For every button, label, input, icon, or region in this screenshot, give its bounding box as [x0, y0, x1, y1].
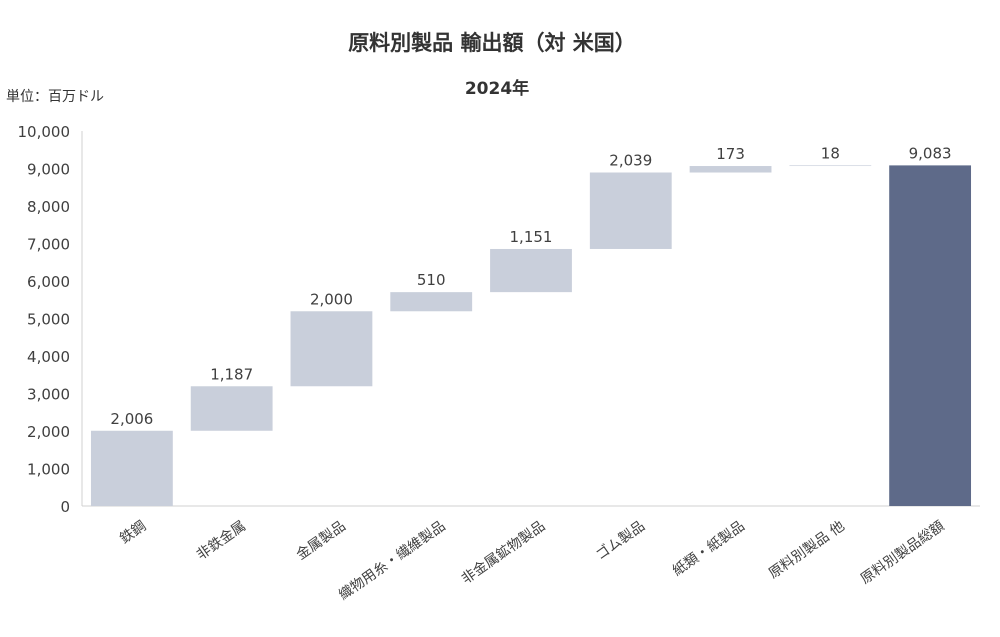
bars: [90, 165, 972, 506]
bar: [490, 248, 572, 293]
data-label: 510: [417, 271, 446, 289]
x-tick-label: 非金属鉱物製品: [458, 517, 548, 587]
y-tick-label: 7,000: [27, 236, 70, 254]
data-label: 1,187: [210, 365, 253, 383]
chart-title: 原料別製品 輸出額（対 米国）: [348, 31, 636, 55]
y-tick-label: 5,000: [27, 311, 70, 329]
y-tick-label: 3,000: [27, 386, 70, 404]
bar: [789, 165, 872, 167]
x-tick-label: 原料別製品総額: [858, 518, 947, 587]
x-tick-label: 非鉄金属: [194, 518, 249, 563]
x-tick-label: ゴム製品: [592, 517, 648, 563]
bar: [689, 166, 772, 173]
y-tick-label: 1,000: [27, 461, 70, 479]
bar: [90, 430, 173, 506]
y-tick-label: 4,000: [27, 348, 70, 366]
y-tick-label: 10,000: [18, 123, 71, 141]
y-tick-label: 8,000: [27, 198, 70, 216]
data-label: 18: [821, 144, 840, 162]
y-tick-label: 0: [60, 498, 70, 516]
data-label: 173: [716, 145, 745, 163]
bar: [290, 311, 373, 387]
unit-label: 単位：百万ドル: [6, 89, 104, 105]
x-tick-label: 織物用糸・繊維製品: [336, 518, 448, 603]
bar-total: [889, 165, 972, 506]
y-axis: 0 1,000 2,000 3,000 4,000 5,000 6,000 7,000 8,00…: [18, 123, 980, 516]
y-tick-label: 6,000: [27, 273, 70, 291]
data-label: 2,039: [609, 152, 652, 170]
y-tick-label: 9,000: [27, 161, 70, 179]
bar: [589, 172, 672, 249]
data-label: 2,006: [110, 410, 153, 428]
y-tick-label: 2,000: [27, 423, 70, 441]
chart-subtitle: 2024年: [465, 78, 529, 99]
x-tick-label: 金属製品: [294, 518, 349, 563]
bar: [390, 292, 473, 312]
x-tick-label: 紙類・紙製品: [670, 518, 748, 579]
x-tick-label: 原料別製品 他: [766, 518, 848, 582]
data-labels: 2,006 1,187 2,000 510 1,151 2,039 173 18 9,083: [110, 144, 951, 427]
x-tick-label: 鉄鋼: [117, 518, 149, 547]
bar: [190, 386, 273, 431]
data-label: 2,000: [310, 290, 353, 308]
data-label: 1,151: [510, 228, 553, 246]
data-label: 9,083: [909, 144, 952, 162]
